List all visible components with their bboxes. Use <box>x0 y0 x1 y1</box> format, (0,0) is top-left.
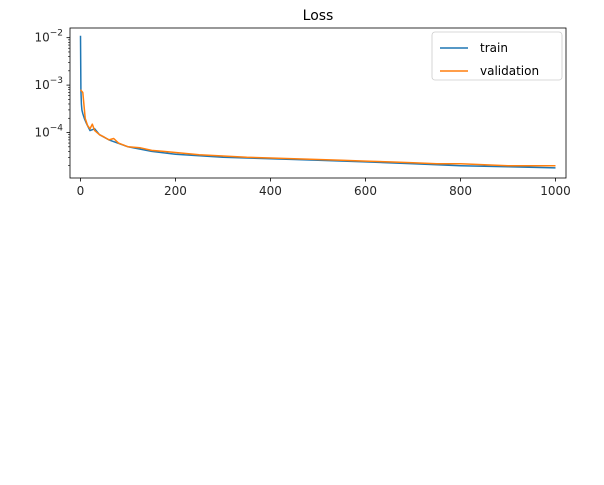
legend-label-validation: validation <box>480 64 539 78</box>
plot-area <box>69 27 567 179</box>
legend-box <box>431 31 563 81</box>
x-tick-label: 200 <box>164 184 187 198</box>
x-tick-label: 800 <box>449 184 472 198</box>
y-axis: 10−4 10−3 10−2 <box>34 29 70 166</box>
x-tick-label: 0 <box>77 184 85 198</box>
x-tick-label: 400 <box>259 184 282 198</box>
chart-title: Loss <box>303 8 334 24</box>
x-tick-label: 600 <box>354 184 377 198</box>
x-axis: 0 200 400 600 800 1000 <box>77 178 571 198</box>
axes-frame <box>69 27 567 179</box>
y-tick-label: 10−4 <box>34 124 63 140</box>
legend-label-train: train <box>480 41 508 55</box>
y-tick-label: 10−2 <box>34 29 63 45</box>
x-tick-label: 1000 <box>540 184 571 198</box>
y-tick-label: 10−3 <box>34 76 63 92</box>
legend: train validation <box>431 31 563 81</box>
series-line-validation <box>79 89 556 167</box>
